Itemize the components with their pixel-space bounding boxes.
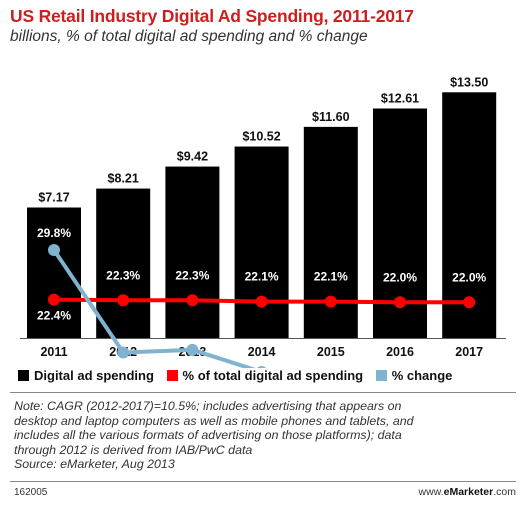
chart-source: Source: eMarketer, Aug 2013 — [14, 457, 175, 472]
note-line: includes all the various formats of adve… — [14, 428, 402, 443]
share-label: 22.4% — [37, 309, 71, 323]
divider-top — [10, 392, 516, 393]
change-point — [48, 244, 60, 256]
x-tick-label: 2015 — [317, 345, 345, 359]
change-label: 29.8% — [37, 226, 71, 240]
share-label: 22.1% — [245, 270, 279, 284]
note-line: Note: CAGR (2012-2017)=10.5%; includes a… — [14, 399, 402, 413]
change-label: 14.5% — [108, 363, 142, 368]
bar-value-label: $13.50 — [450, 75, 488, 89]
legend-label-change: % change — [391, 368, 453, 383]
brand-prefix: www. — [418, 486, 444, 498]
share-point — [186, 294, 199, 307]
share-point — [463, 296, 476, 309]
note-line: through 2012 is derived from IAB/PwC dat… — [14, 442, 253, 457]
bar-value-label: $7.17 — [38, 191, 69, 205]
legend-item-share: % of total digital ad spending — [166, 368, 364, 383]
bar-2014 — [234, 146, 289, 338]
bar-2013 — [165, 166, 220, 338]
share-point — [255, 295, 268, 308]
share-label: 22.0% — [383, 270, 417, 284]
chart-legend: Digital ad spending % of total digital a… — [18, 368, 518, 386]
chart-id: 162005 — [14, 487, 48, 498]
change-point — [257, 365, 267, 368]
x-tick-label: 2014 — [248, 345, 276, 359]
bar-2012 — [96, 188, 151, 338]
chart-title: US Retail Industry Digital Ad Spending, … — [10, 6, 414, 26]
share-point — [48, 293, 60, 306]
x-tick-label: 2017 — [455, 345, 483, 359]
legend-swatch-share — [166, 370, 178, 381]
bar-2011 — [27, 207, 81, 338]
change-point — [186, 343, 199, 356]
bar-value-label: $9.42 — [177, 150, 208, 164]
x-tick-label: 2011 — [40, 345, 67, 359]
share-point — [324, 295, 337, 308]
bar-value-label: $12.61 — [381, 91, 419, 105]
legend-label-spending: Digital ad spending — [34, 368, 154, 383]
share-label: 22.1% — [314, 270, 348, 284]
brand-link[interactable]: www.eMarketer.com — [419, 486, 516, 498]
legend-swatch-spending — [18, 370, 29, 381]
bar-value-label: $10.52 — [242, 130, 280, 144]
legend-label-share: % of total digital ad spending — [182, 368, 364, 383]
divider-bottom — [10, 481, 516, 482]
share-label: 22.3% — [175, 268, 209, 282]
legend-item-change: % change — [375, 368, 453, 383]
share-point — [394, 296, 406, 309]
x-tick-label: 2016 — [386, 345, 414, 359]
chart-plot: $7.17 $8.21 $9.42 $10.52 $11.60 $12.61 $13.50 2… — [20, 75, 506, 368]
brand-suffix: .com — [493, 486, 516, 498]
share-label: 22.3% — [106, 268, 140, 282]
legend-swatch-change — [375, 370, 387, 381]
change-point — [117, 346, 130, 359]
bar-value-label: $8.21 — [108, 172, 139, 186]
bar-value-label: $11.60 — [312, 110, 350, 124]
share-point — [117, 294, 130, 307]
share-label: 22.0% — [452, 270, 486, 284]
chart-note: Note: CAGR (2012-2017)=10.5%; includes a… — [14, 399, 514, 472]
brand-name: eMarketer — [443, 486, 494, 498]
change-label: 14.9% — [177, 360, 211, 368]
note-line: desktop and laptop computers as well as … — [14, 413, 414, 428]
legend-item-spending: Digital ad spending — [18, 368, 154, 383]
chart-subtitle: billions, % of total digital ad spending… — [10, 28, 368, 45]
